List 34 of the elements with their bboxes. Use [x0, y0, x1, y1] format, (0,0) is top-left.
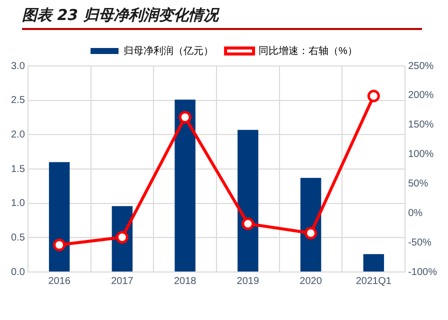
y-tick-label: 2.5 [10, 95, 26, 106]
y2-tick-label: 150% [408, 120, 434, 131]
x-tick-label: 2020 [300, 276, 322, 287]
bar [238, 130, 258, 272]
legend-label: 归母净利润（亿元） [124, 44, 214, 57]
legend-label: 同比增速：右轴（%） [258, 44, 358, 57]
y-tick-label: 0.0 [10, 266, 26, 278]
point [53, 238, 66, 252]
point [304, 226, 318, 240]
x-tick-label: 2016 [48, 276, 71, 287]
x-tick-label: 2019 [236, 276, 260, 287]
bar [363, 254, 384, 272]
y2-tick-label: 50% [408, 178, 428, 190]
y2-tick-label: 0% [408, 208, 423, 219]
y-tick-label: 2.0 [10, 129, 26, 140]
point [116, 231, 128, 244]
point [242, 217, 254, 230]
y-tick-label: 1.5 [10, 164, 26, 175]
chart-title: 图表 23 归母净利润变化情况 [22, 6, 422, 30]
y2-tick-label: 100% [408, 149, 434, 160]
point [367, 90, 380, 102]
point [178, 110, 192, 124]
y2-tick-label: 200% [408, 90, 434, 102]
y2-tick-label: 250% [408, 60, 434, 72]
y-tick-label: 3.0 [10, 60, 26, 72]
x-tick-label: 2017 [111, 276, 134, 287]
bar [174, 100, 196, 272]
x-tick-label: 2021Q1 [356, 276, 392, 287]
y2-tick-label: -100% [408, 266, 438, 278]
y-tick-label: 1.0 [10, 198, 26, 210]
bar [48, 162, 70, 272]
x-tick-label: 2018 [174, 276, 197, 287]
y2-tick-label: -50% [408, 237, 432, 248]
y-tick-label: 0.5 [10, 232, 26, 244]
